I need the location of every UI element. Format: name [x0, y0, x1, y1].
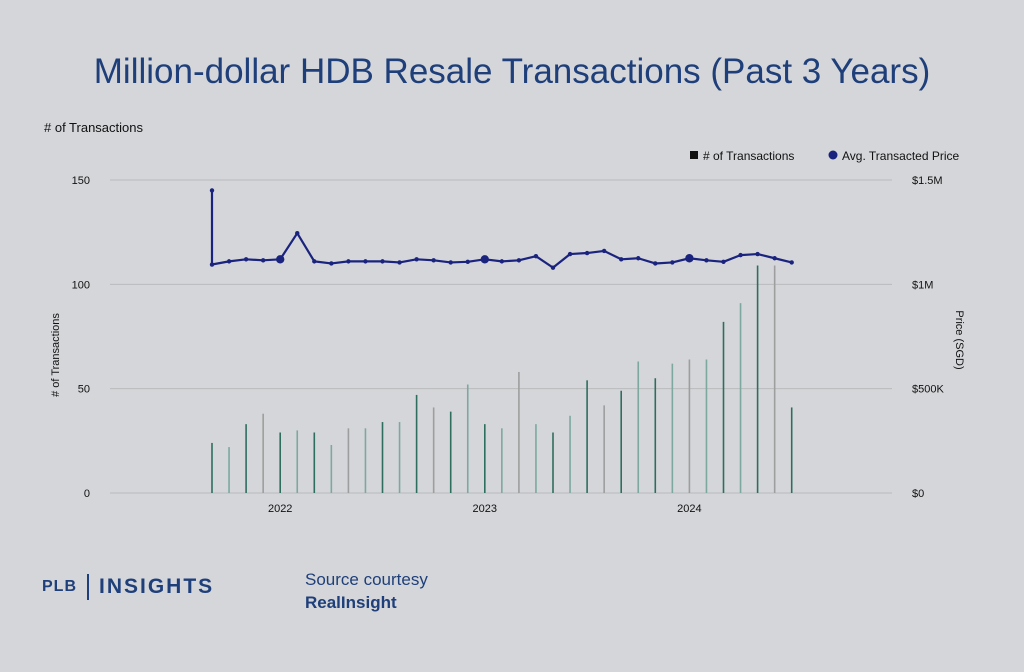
price-point [226, 259, 232, 264]
price-point [397, 260, 402, 265]
left-tick-label: 0 [84, 488, 90, 500]
legend-marker-transactions [690, 151, 698, 159]
price-point [738, 252, 743, 258]
brand-name: INSIGHTS [99, 575, 215, 598]
price-point [209, 188, 215, 193]
price-point [431, 258, 436, 263]
price-point [772, 256, 777, 261]
x-tick-label: 2023 [473, 503, 497, 515]
price-point [567, 251, 573, 257]
price-point [636, 256, 641, 261]
left-tick-label: 150 [72, 175, 90, 187]
price-point [448, 260, 453, 265]
price-point [619, 257, 624, 262]
right-tick-label: $1.5M [912, 175, 943, 187]
price-point [480, 255, 489, 264]
price-point [312, 259, 317, 264]
price-point [789, 260, 794, 265]
price-point [755, 251, 760, 257]
source-name: RealInsight [305, 593, 397, 612]
price-line-series [209, 188, 794, 270]
price-point [584, 250, 590, 256]
left-axis-title: # of Transactions [50, 313, 62, 397]
x-tick-label: 2024 [677, 503, 701, 515]
legend: # of Transactions Avg. Transacted Price [690, 149, 959, 163]
price-point [276, 255, 285, 264]
price-point [516, 258, 522, 263]
price-point [243, 257, 249, 262]
chart-title: Million-dollar HDB Resale Transactions (… [93, 52, 931, 91]
left-tick-label: 100 [72, 279, 90, 291]
brand-separator [87, 574, 89, 600]
chart: 0 $0 50 $500K 100 $1M 150 $1.5M 2022 2023 2024 # of… [50, 149, 965, 515]
price-point [346, 259, 351, 264]
legend-label-transactions: # of Transactions [703, 149, 794, 163]
price-point [363, 259, 368, 264]
right-tick-label: $500K [912, 384, 944, 396]
price-point [295, 231, 300, 236]
legend-marker-price [828, 150, 838, 160]
brand-logo: PLB INSIGHTS [42, 574, 214, 600]
price-point [329, 261, 334, 266]
price-point [380, 259, 385, 264]
price-point [601, 248, 607, 254]
price-point [685, 254, 694, 263]
price-point [533, 253, 539, 259]
price-point [550, 265, 556, 270]
source-credit: Source courtesy RealInsight [305, 568, 428, 614]
transaction-bars [211, 265, 793, 493]
price-point [670, 260, 675, 265]
right-tick-label: $0 [912, 488, 924, 500]
right-axis-title: Price (SGD) [953, 310, 965, 369]
price-point [414, 257, 419, 262]
price-point [209, 262, 215, 267]
price-point [721, 259, 726, 264]
price-point [653, 261, 658, 266]
grid-lines [110, 179, 892, 494]
x-tick-label: 2022 [268, 503, 292, 515]
price-line [210, 190, 792, 269]
right-tick-label: $1M [912, 279, 933, 291]
legend-label-price: Avg. Transacted Price [842, 149, 959, 163]
left-tick-label: 50 [78, 384, 90, 396]
brand-prefix: PLB [42, 578, 77, 595]
price-point [260, 258, 266, 263]
price-point [465, 259, 470, 264]
price-point [499, 259, 505, 264]
price-point [704, 258, 709, 263]
top-left-axis-label: # of Transactions [44, 120, 143, 135]
source-line: Source courtesy [305, 570, 428, 589]
axes: 0 $0 50 $500K 100 $1M 150 $1.5M 2022 2023 2024 # of… [50, 175, 965, 515]
